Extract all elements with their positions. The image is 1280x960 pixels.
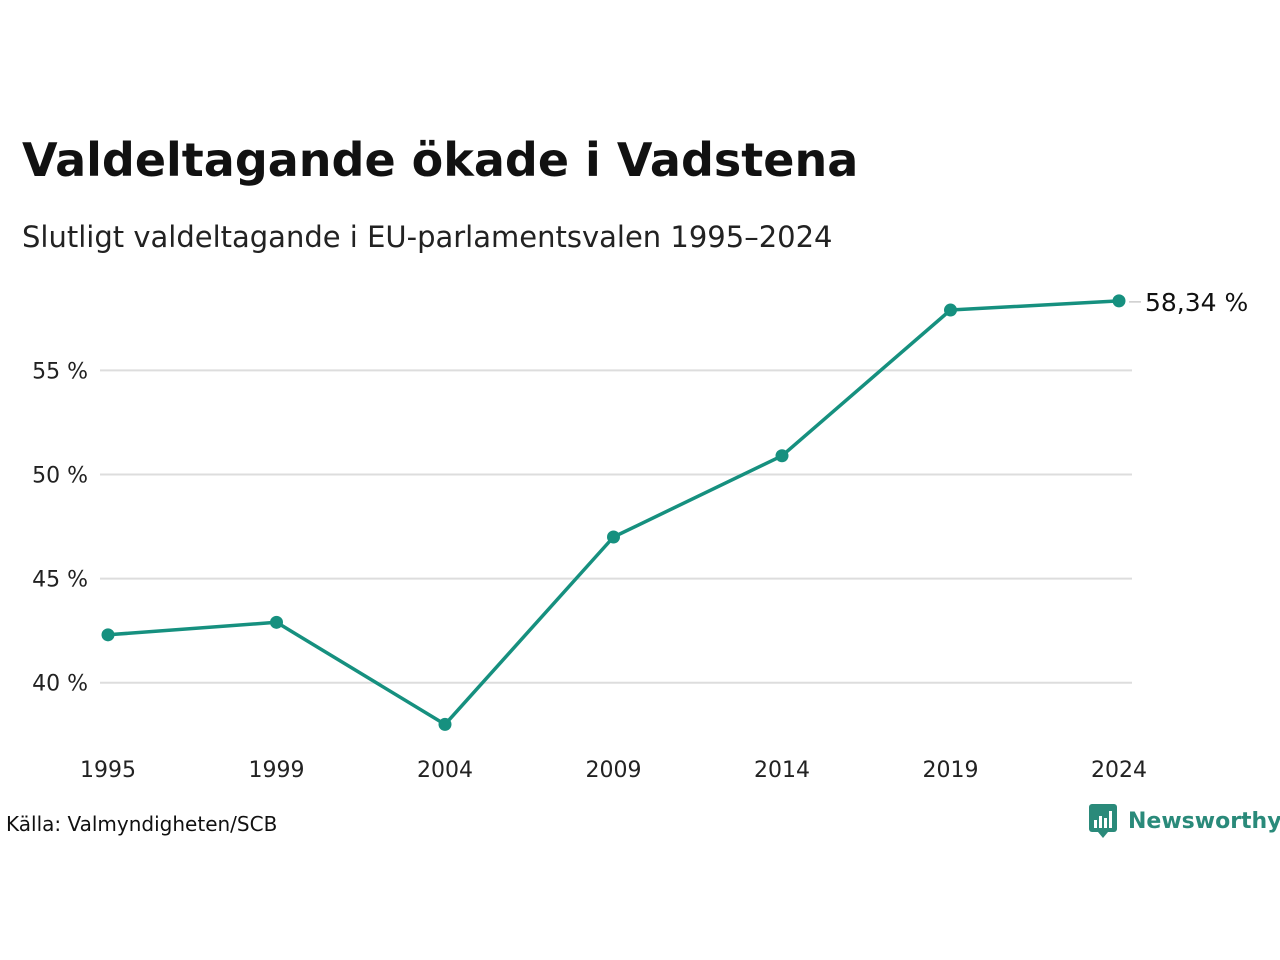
line-chart: 40 % 45 % 50 % 55 % 1995 1999 2004 2009 2014 201… [32, 288, 1248, 783]
data-point [438, 717, 452, 731]
brand-name: Newsworthy [1128, 808, 1280, 834]
series-line [106, 299, 1121, 727]
y-tick-label: 50 % [32, 464, 88, 489]
y-tick-label: 40 % [32, 672, 88, 697]
y-tick-label: 45 % [32, 568, 88, 593]
x-tick-label: 2024 [1091, 758, 1147, 783]
brand-logo: Newsworthy [1088, 803, 1280, 839]
series [101, 294, 1126, 731]
x-tick-label: 2009 [586, 758, 642, 783]
data-point [270, 615, 283, 629]
x-tick-label: 1999 [249, 758, 305, 783]
x-tick-label: 2019 [923, 758, 979, 783]
gridlines [100, 369, 1132, 684]
page-subtitle: Slutligt valdeltagande i EU-parlamentsva… [22, 220, 833, 254]
data-point [607, 530, 620, 544]
x-tick-label: 2014 [754, 758, 810, 783]
y-axis-ticks: 40 % 45 % 50 % 55 % [32, 359, 88, 696]
data-point [775, 449, 789, 463]
source-note: Källa: Valmyndigheten/SCB [6, 812, 278, 836]
x-tick-label: 2004 [417, 758, 473, 783]
data-labels: 58,34 % [1129, 288, 1248, 317]
x-axis-ticks: 1995 1999 2004 2009 2014 2019 2024 [80, 758, 1147, 783]
data-point [944, 303, 957, 317]
page-title: Valdeltagande ökade i Vadstena [22, 133, 859, 187]
x-tick-label: 1995 [80, 758, 136, 783]
y-tick-label: 55 % [32, 359, 88, 384]
bar-chart-speech-bubble-icon [1089, 804, 1117, 838]
end-value-label: 58,34 % [1145, 288, 1248, 317]
data-point [1112, 294, 1126, 308]
data-point [101, 628, 115, 642]
